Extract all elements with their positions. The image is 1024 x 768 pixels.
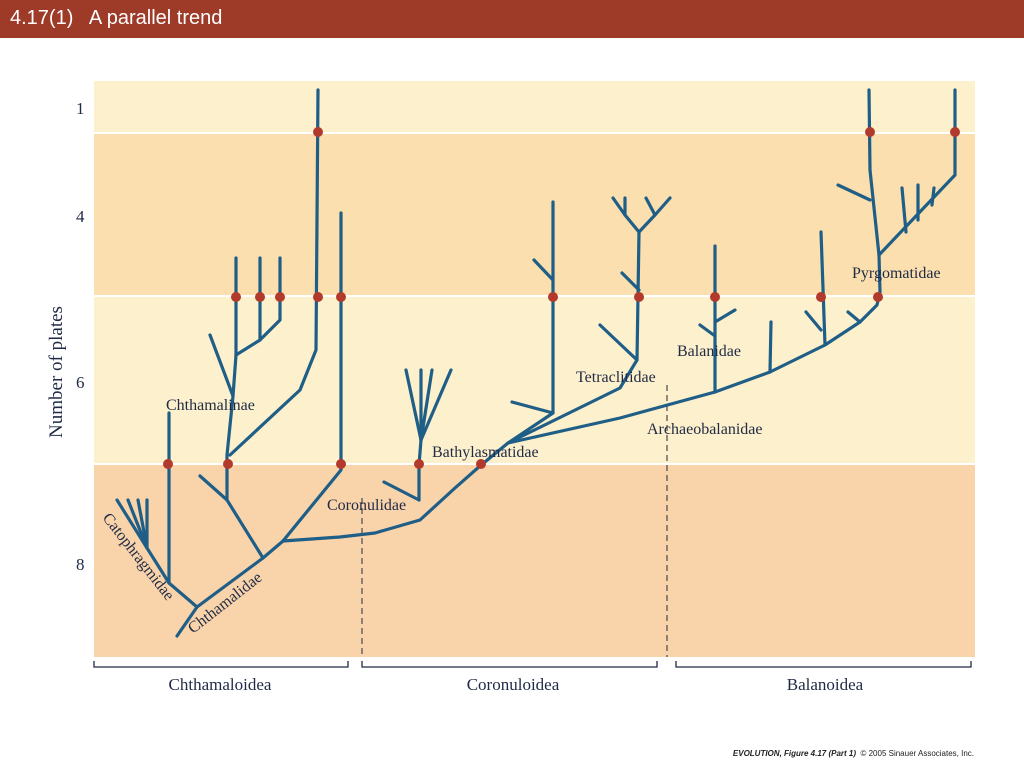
band-8-plates [94,464,975,657]
node [231,292,241,302]
y-tick-8: 8 [76,555,85,574]
credit-book: EVOLUTION [732,749,780,758]
node [873,292,883,302]
band-1-plate [94,81,975,133]
node [414,459,424,469]
label-bathylasmatidae: Bathylasmatidae [432,444,539,461]
label-balanoidea: Balanoidea [787,675,864,694]
node [336,459,346,469]
band-4-plates [94,133,975,296]
node [336,292,346,302]
y-axis-label: Number of plates [46,306,67,438]
plate-change-nodes [163,127,960,469]
label-archaeobalanidae: Archaeobalanidae [647,421,762,438]
y-tick-1: 1 [76,99,85,118]
title-bar: 4.17(1) A parallel trend [0,0,1024,38]
bracket-chthamaloidea [93,661,349,668]
node [634,292,644,302]
superfamily-brackets [93,661,972,668]
node [313,127,323,137]
node [223,459,233,469]
node [275,292,285,302]
credit-copyright: © 2005 Sinauer Associates, Inc. [860,749,974,758]
node [255,292,265,302]
figure-credit: EVOLUTION, Figure 4.17 (Part 1) © 2005 S… [733,749,974,758]
label-chthamaloidea: Chthamaloidea [169,675,272,694]
node [950,127,960,137]
node [163,459,173,469]
y-tick-4: 4 [76,207,85,226]
node [313,292,323,302]
label-coronuloidea: Coronuloidea [467,675,560,694]
label-balanidae: Balanidae [677,343,741,360]
node [548,292,558,302]
label-chthamalinae: Chthamalinae [166,397,255,414]
slide-title: 4.17(1) A parallel trend [10,7,223,29]
label-pyrgomatidae: Pyrgomatidae [852,265,941,282]
bracket-coronuloidea [361,661,658,668]
node [476,459,486,469]
y-tick-6: 6 [76,373,85,392]
credit-figure: , Figure 4.17 (Part 1) [779,749,857,758]
node [865,127,875,137]
label-tetraclitidae: Tetraclitidae [576,369,656,386]
bracket-balanoidea [675,661,972,668]
node [816,292,826,302]
label-coronulidae: Coronulidae [327,497,406,514]
node [710,292,720,302]
